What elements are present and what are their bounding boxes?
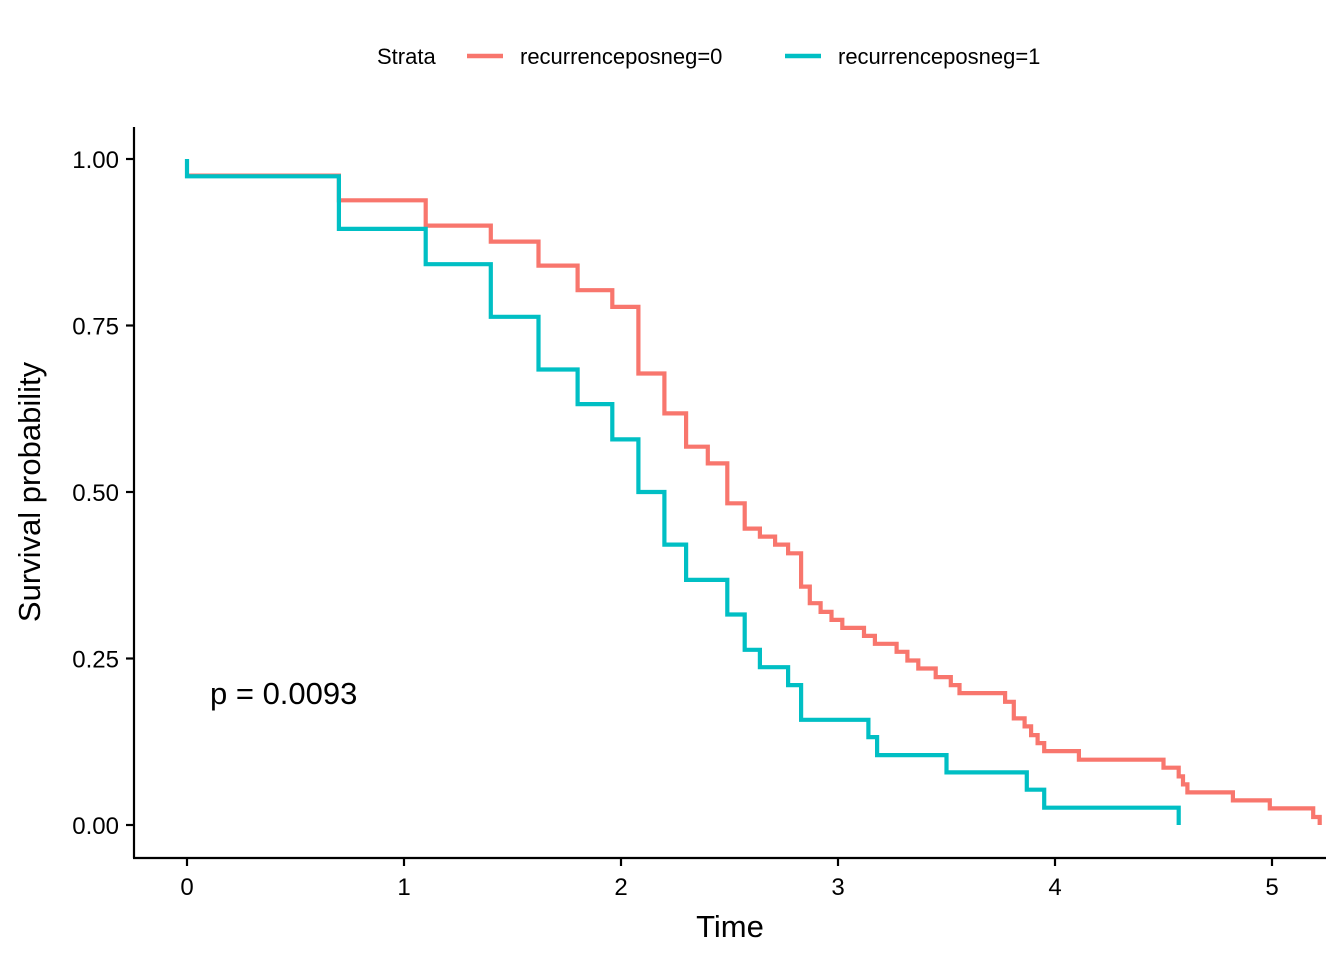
y-tick-label: 0.75 <box>72 314 119 341</box>
legend-title: Strata <box>377 44 436 69</box>
x-tick-label: 3 <box>831 874 844 901</box>
series-layer <box>184 159 1322 825</box>
y-axis-title: Survival probability <box>12 361 47 622</box>
x-tick-label: 5 <box>1265 874 1278 901</box>
x-tick-label: 2 <box>614 874 627 901</box>
x-tick-label: 4 <box>1048 874 1061 901</box>
x-axis-title: Time <box>696 909 764 944</box>
y-tick-label: 0.50 <box>72 480 119 507</box>
legend-label-series-0: recurrenceposneg=0 <box>520 44 722 69</box>
p-value-annotation: p = 0.0093 <box>210 676 357 711</box>
x-tick-label: 1 <box>397 874 410 901</box>
y-tick-label: 1.00 <box>72 147 119 174</box>
y-ticks: 0.00 0.25 0.50 0.75 1.00 <box>72 147 134 840</box>
y-tick-label: 0.25 <box>72 647 119 674</box>
series-line-0 <box>187 173 1322 825</box>
x-ticks: 0 1 2 3 4 5 <box>180 858 1279 901</box>
series-line-1 <box>184 159 1181 825</box>
legend: Strata recurrenceposneg=0 recurrenceposn… <box>377 44 1040 69</box>
legend-label-series-1: recurrenceposneg=1 <box>838 44 1040 69</box>
x-tick-label: 0 <box>180 874 193 901</box>
y-tick-label: 0.00 <box>72 813 119 840</box>
